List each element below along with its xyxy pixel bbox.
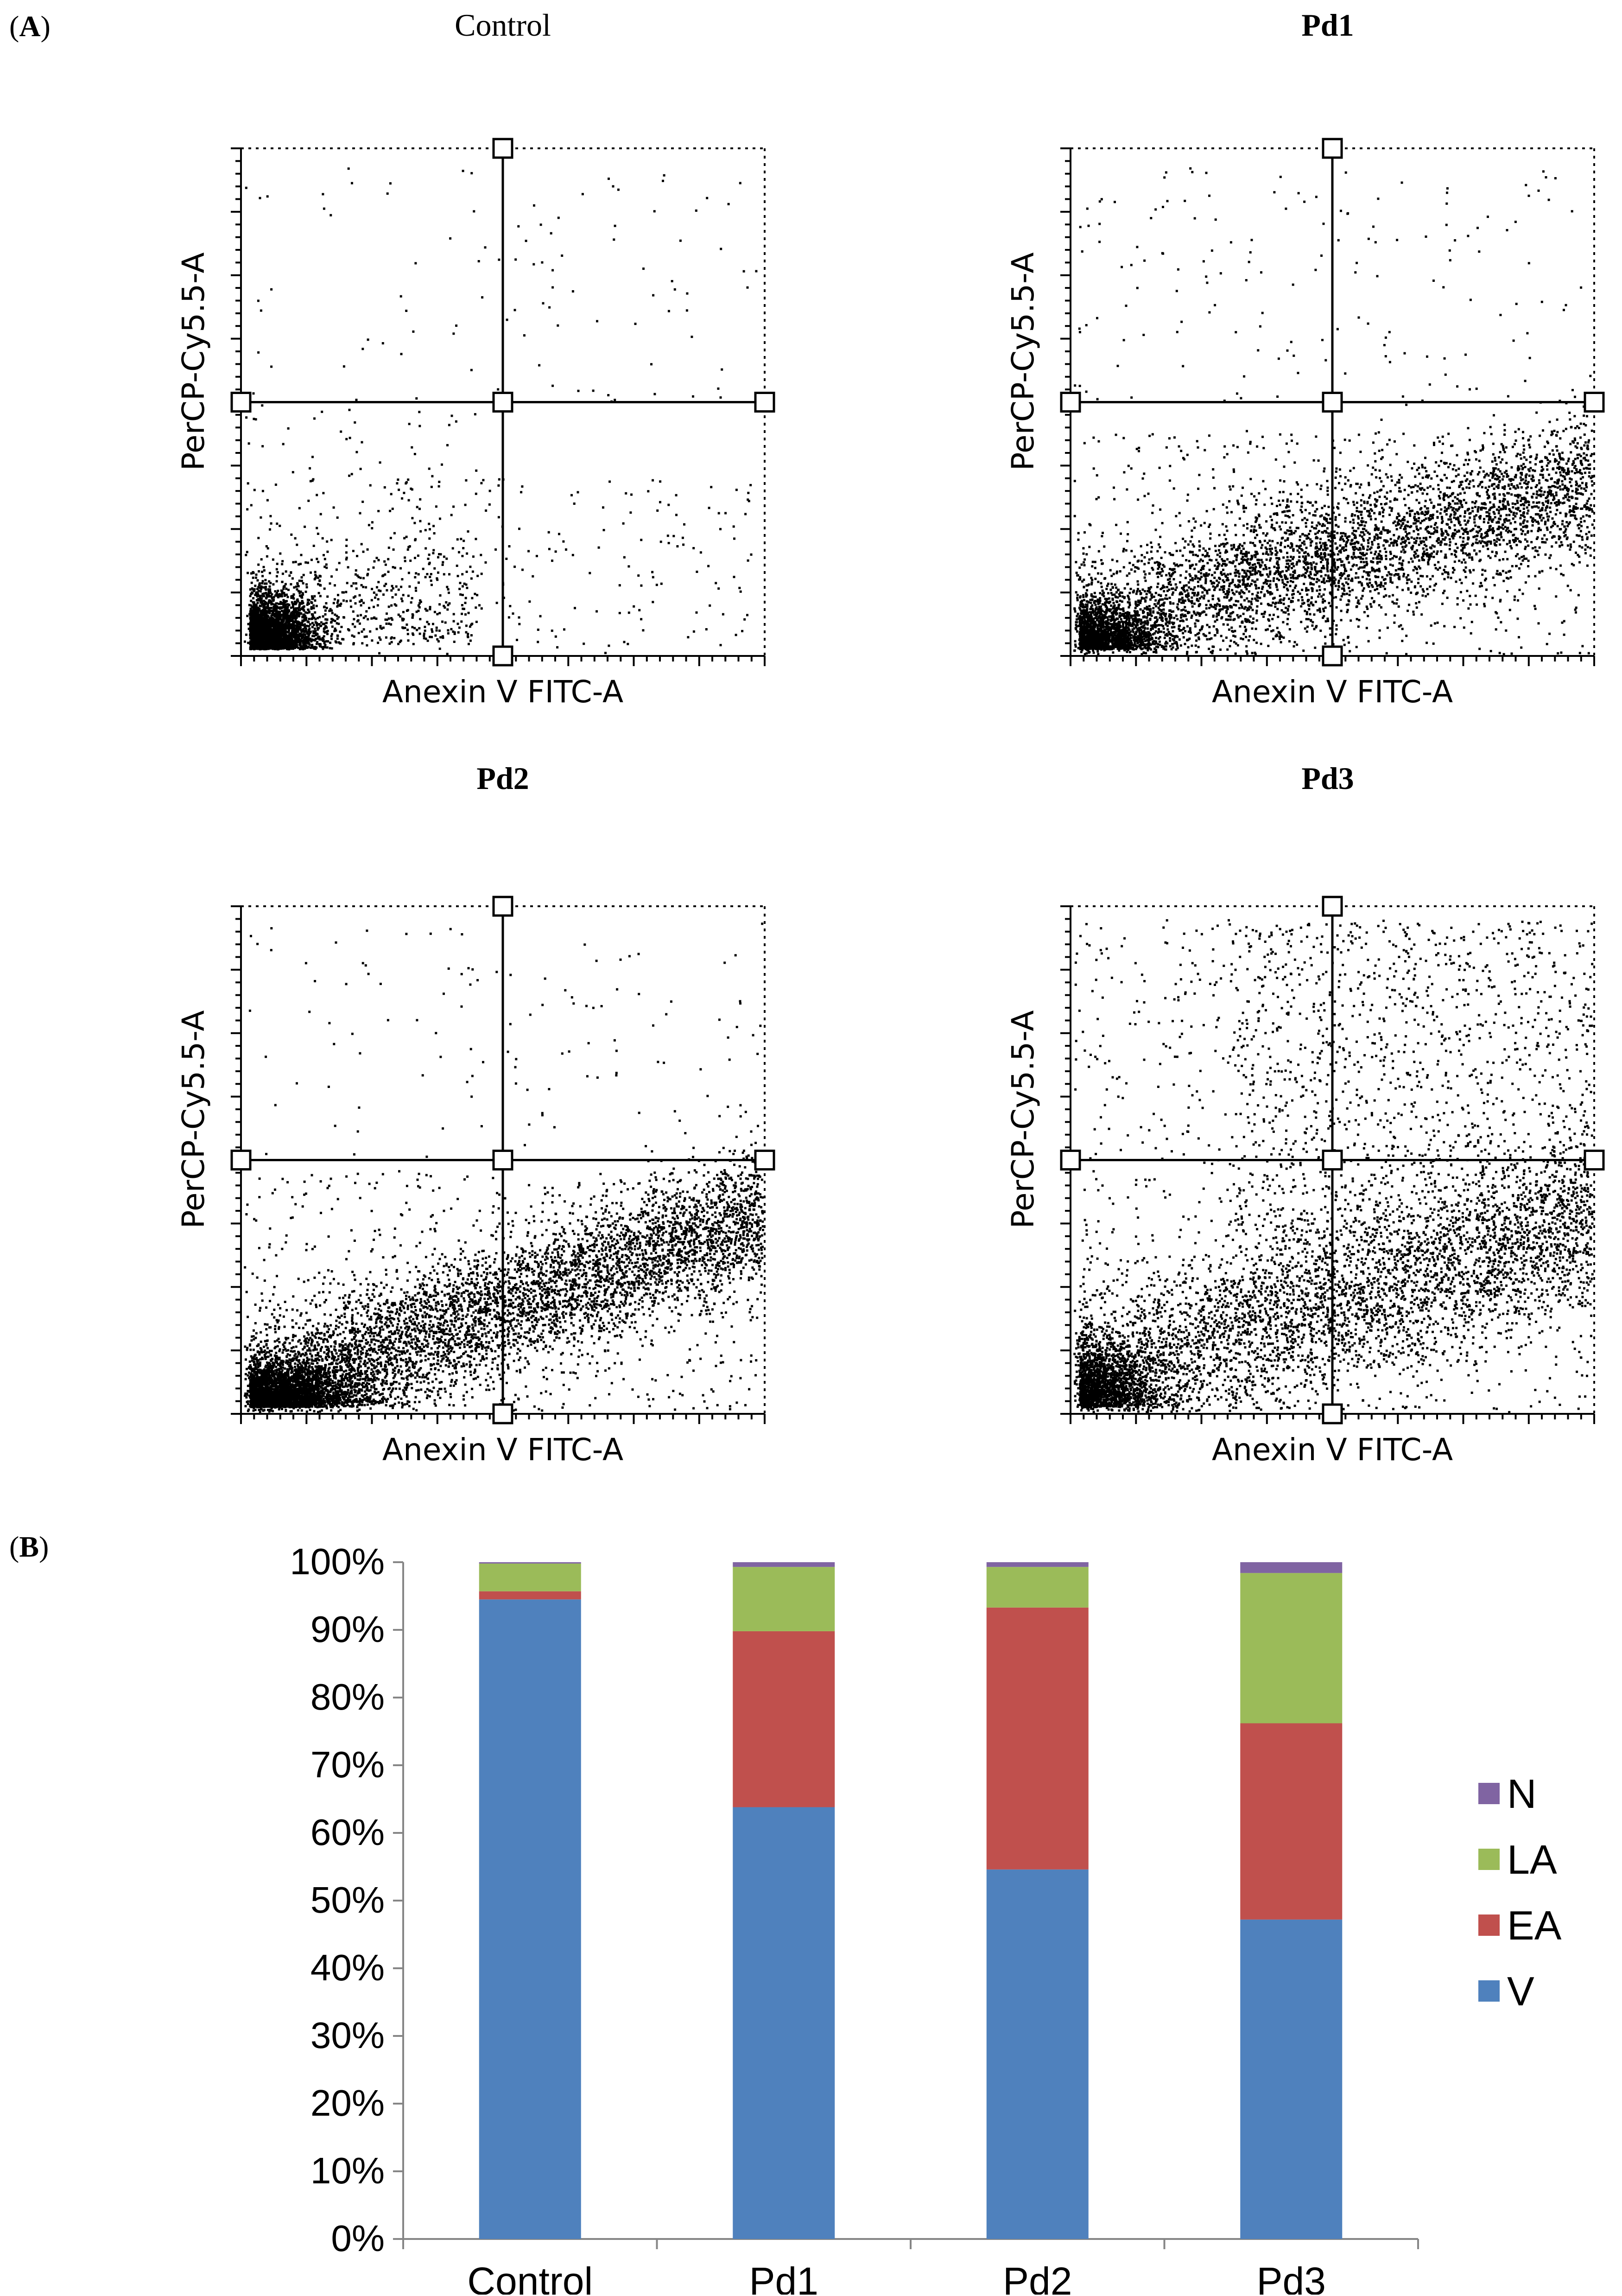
axis-ticks bbox=[1060, 905, 1595, 1424]
y-tick-label: 90% bbox=[310, 1609, 385, 1650]
bar-pd2-n bbox=[986, 1562, 1089, 1567]
y-tick-label: 80% bbox=[310, 1676, 385, 1717]
bar-control-v bbox=[479, 1599, 581, 2239]
bar-control-n bbox=[479, 1562, 581, 1564]
y-tick-label: 40% bbox=[310, 1947, 385, 1988]
x-tick-label: Pd3 bbox=[1257, 2259, 1326, 2295]
bar-pd2-la bbox=[986, 1567, 1089, 1608]
y-axis-label: PerCP-Cy5.5-A bbox=[1005, 1010, 1041, 1228]
gate-handle bbox=[754, 1150, 775, 1170]
y-tick-label: 20% bbox=[310, 2082, 385, 2124]
legend-label-v: V bbox=[1507, 1968, 1534, 2014]
axis-ticks bbox=[231, 905, 766, 1424]
bar-pd3-ea bbox=[1240, 1723, 1343, 1920]
gate-handle bbox=[492, 392, 513, 413]
scatter-title-pd2: Pd2 bbox=[476, 761, 529, 796]
legend-swatch-n bbox=[1478, 1783, 1500, 1804]
gate-handle bbox=[1322, 896, 1343, 917]
y-axis-label: PerCP-Cy5.5-A bbox=[176, 252, 211, 471]
bar-control-la bbox=[479, 1563, 581, 1591]
x-tick-label: Control bbox=[467, 2259, 593, 2295]
y-axis-label: PerCP-Cy5.5-A bbox=[176, 1010, 211, 1228]
y-tick-label: 0% bbox=[331, 2218, 385, 2259]
legend-swatch-v bbox=[1478, 1980, 1500, 2002]
bar-pd1-ea bbox=[733, 1631, 835, 1807]
x-axis-label: Anexin V FITC-A bbox=[1212, 674, 1453, 710]
bar-pd1-v bbox=[733, 1807, 835, 2239]
bar-pd3-v bbox=[1240, 1919, 1343, 2239]
x-tick-label: Pd2 bbox=[1003, 2259, 1072, 2295]
panel-b-label: (B) bbox=[9, 1530, 49, 1563]
legend-swatch-ea bbox=[1478, 1914, 1500, 1936]
axis-ticks bbox=[1060, 147, 1595, 666]
gate-handle bbox=[1322, 138, 1343, 159]
y-axis-label: PerCP-Cy5.5-A bbox=[1005, 252, 1041, 471]
y-tick-label: 50% bbox=[310, 1879, 385, 1921]
y-tick-label: 30% bbox=[310, 2015, 385, 2056]
gate-handle bbox=[1060, 392, 1081, 413]
gate-handle bbox=[1322, 645, 1343, 667]
gate-handle bbox=[1060, 1150, 1081, 1170]
legend-swatch-la bbox=[1478, 1849, 1500, 1870]
gate-handle bbox=[492, 138, 513, 159]
scatter-plot-pd3: Anexin V FITC-A PerCP-Cy5.5-A bbox=[1005, 896, 1605, 1468]
bar-control-ea bbox=[479, 1591, 581, 1600]
y-tick-label: 70% bbox=[310, 1744, 385, 1785]
gate-handle bbox=[230, 392, 252, 413]
y-tick-label: 10% bbox=[310, 2150, 385, 2191]
y-tick-label: 100% bbox=[290, 1541, 385, 1582]
gate-handle bbox=[492, 645, 513, 667]
gate-handle bbox=[1322, 392, 1343, 413]
gate-handle bbox=[754, 392, 775, 413]
scatter-points bbox=[1073, 167, 1594, 655]
axis-ticks bbox=[231, 147, 766, 666]
bar-pd1-la bbox=[733, 1567, 835, 1631]
scatter-title-control: Control bbox=[455, 7, 551, 43]
gate-handle bbox=[230, 1150, 252, 1170]
bar-pd3-la bbox=[1240, 1573, 1343, 1724]
scatter-plot-pd2: Anexin V FITC-A PerCP-Cy5.5-A bbox=[176, 896, 775, 1468]
legend-label-ea: EA bbox=[1507, 1902, 1562, 1948]
gate-handle bbox=[492, 1403, 513, 1425]
gate-handle bbox=[492, 896, 513, 917]
scatter-points bbox=[244, 922, 764, 1413]
stacked-bar-chart: 0% 10% 20% 30% 40% 50% 60% 70% 80% 90% 100% Control… bbox=[290, 1541, 1562, 2295]
gate-handle bbox=[1584, 392, 1605, 413]
x-tick-label: Pd1 bbox=[749, 2259, 818, 2295]
scatter-title-pd3: Pd3 bbox=[1301, 761, 1354, 796]
scatter-plot-pd1: Anexin V FITC-A PerCP-Cy5.5-A bbox=[1005, 138, 1605, 710]
bar-pd2-v bbox=[986, 1869, 1089, 2239]
gate-handle bbox=[492, 1150, 513, 1170]
y-tick-label: 60% bbox=[310, 1812, 385, 1853]
gate-handle bbox=[1322, 1403, 1343, 1425]
bar-pd3-n bbox=[1240, 1562, 1343, 1573]
x-axis-label: Anexin V FITC-A bbox=[382, 1432, 623, 1468]
x-axis-label: Anexin V FITC-A bbox=[1212, 1432, 1453, 1468]
bar-pd2-ea bbox=[986, 1607, 1089, 1870]
gate-handle bbox=[1584, 1150, 1605, 1170]
legend-label-n: N bbox=[1507, 1771, 1537, 1817]
scatter-title-pd1: Pd1 bbox=[1301, 7, 1354, 43]
gate-handle bbox=[1322, 1150, 1343, 1170]
x-axis-label: Anexin V FITC-A bbox=[382, 674, 623, 710]
bar-pd1-n bbox=[733, 1562, 835, 1567]
scatter-plot-control: Anexin V FITC-A PerCP-Cy5.5-A bbox=[176, 138, 775, 710]
panel-a-label: (A) bbox=[9, 10, 51, 43]
legend-label-la: LA bbox=[1507, 1837, 1557, 1883]
